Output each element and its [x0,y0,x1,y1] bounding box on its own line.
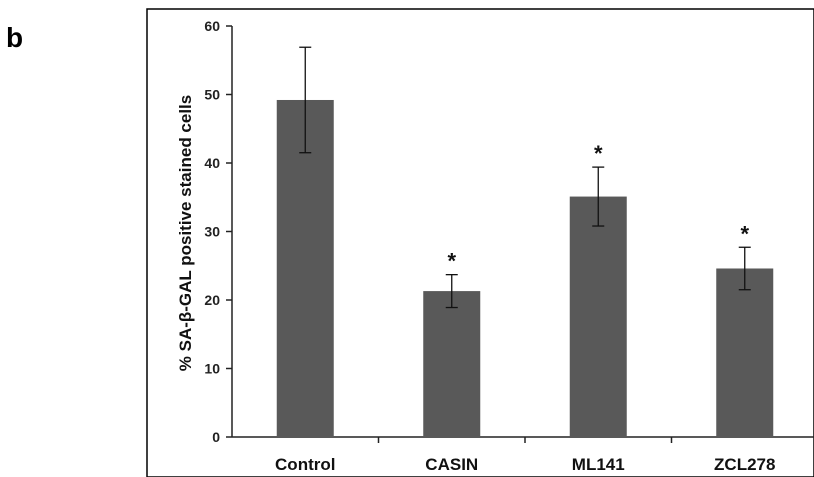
significance-star: * [740,221,749,246]
y-tick-label: 60 [204,18,220,34]
y-tick-label: 30 [204,224,220,240]
y-tick-label: 20 [204,292,220,308]
bars-group [276,99,774,437]
bar-ml141 [569,196,627,437]
y-tick-label: 40 [204,155,220,171]
error-bars-group [299,46,751,309]
x-tick-label: CASIN [425,455,478,474]
bar-zcl278 [716,268,774,437]
y-tick-label: 10 [204,361,220,377]
bar-casin [423,291,481,437]
x-axis-labels: Control CASIN ML141 ZCL278 [275,455,775,474]
significance-marks: * * * [447,141,749,274]
bar-control [276,99,334,437]
y-axis-tick-labels: 0 10 20 30 40 50 60 [204,18,220,445]
plot-frame [146,8,814,477]
x-tick-label: ML141 [572,455,625,474]
y-axis-label: % SA-β-GAL positive stained cells [176,95,195,371]
x-tick-label: Control [275,455,335,474]
y-tick-label: 50 [204,87,220,103]
x-tick-label: ZCL278 [714,455,775,474]
y-tick-label: 0 [212,429,220,445]
panel-label: b [6,22,24,53]
significance-star: * [594,141,603,166]
significance-star: * [447,249,456,274]
